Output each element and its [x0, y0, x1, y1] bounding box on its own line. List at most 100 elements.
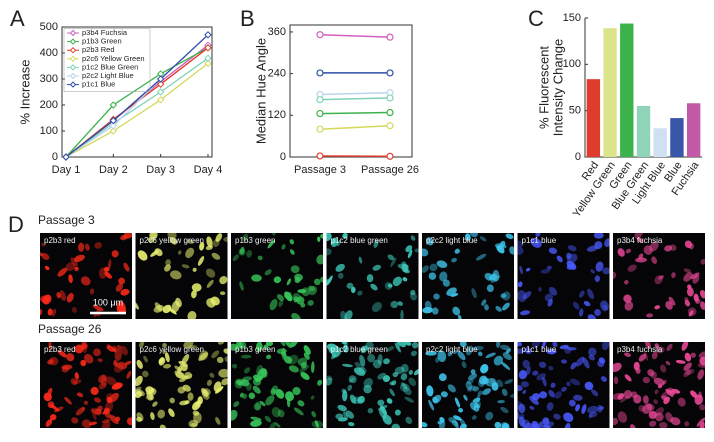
bar: [636, 106, 651, 157]
cell: [446, 287, 457, 297]
cell: [290, 265, 300, 274]
cell: [643, 245, 653, 255]
cell: [403, 268, 410, 274]
cell: [566, 381, 571, 387]
cell: [372, 359, 382, 369]
cell: [426, 385, 434, 397]
cell: [461, 361, 467, 369]
cell: [453, 415, 462, 421]
cell: [494, 421, 502, 428]
cells: [135, 233, 228, 319]
cell: [408, 377, 417, 387]
cell: [377, 399, 385, 406]
cell: [256, 342, 263, 352]
cell: [211, 350, 220, 359]
cell: [163, 363, 172, 369]
cell: [517, 385, 523, 392]
cell: [242, 233, 249, 242]
image-label: p2b3 red: [44, 236, 76, 245]
cell: [277, 294, 284, 302]
cell: [500, 293, 507, 298]
cell: [485, 352, 496, 358]
cell: [359, 354, 366, 367]
cell: [510, 393, 514, 398]
cell: [496, 342, 501, 348]
cell: [190, 422, 198, 427]
cell: [199, 241, 205, 251]
cell: [588, 414, 593, 419]
cell: [660, 391, 669, 399]
cell: [665, 389, 674, 397]
point: [316, 69, 324, 77]
cell: [402, 387, 412, 396]
cell: [635, 257, 647, 263]
cell: [411, 342, 419, 349]
cell: [248, 392, 256, 400]
cell: [459, 342, 467, 348]
legend-label: p1c2 Blue Green: [82, 62, 138, 71]
cell: [98, 374, 107, 384]
cell: [386, 398, 393, 404]
point: [156, 96, 165, 104]
cell: [215, 417, 221, 425]
cell: [588, 354, 595, 361]
plot-frame: [61, 26, 213, 158]
cell: [175, 371, 185, 379]
cell: [336, 239, 342, 247]
point: [316, 152, 324, 160]
cell: [653, 377, 665, 386]
cell: [472, 345, 484, 351]
cell: [343, 411, 348, 420]
cell: [78, 242, 85, 252]
cell: [471, 288, 477, 299]
cell: [174, 365, 182, 372]
cell: [582, 357, 590, 369]
cell: [404, 396, 414, 403]
micrograph: [326, 233, 419, 319]
cell: [177, 386, 186, 394]
cell: [273, 276, 282, 284]
cell: [254, 401, 262, 411]
cell: [123, 233, 132, 239]
cell: [413, 369, 419, 376]
cell: [303, 345, 311, 355]
cell: [179, 400, 189, 406]
cell: [246, 250, 253, 258]
cell: [633, 394, 642, 404]
y-tick-label: 120: [268, 109, 286, 121]
cell: [292, 293, 302, 302]
cell: [395, 342, 401, 348]
cell: [477, 390, 484, 396]
cell: [619, 395, 630, 403]
cell: [285, 294, 292, 302]
y-tick-label: 400: [40, 47, 58, 59]
cell: [542, 342, 547, 349]
cell: [192, 267, 197, 272]
cell: [109, 414, 119, 425]
cell: [197, 396, 203, 405]
cell: [94, 397, 102, 403]
row-title: Passage 26: [38, 322, 102, 336]
cell: [458, 408, 464, 413]
series-line: [65, 34, 209, 158]
cell: [517, 342, 522, 347]
cell: [300, 362, 307, 369]
cell: [90, 386, 99, 396]
cell: [280, 342, 286, 347]
cell: [671, 272, 676, 278]
cell: [525, 267, 531, 272]
micrograph: [326, 342, 419, 428]
cell: [683, 272, 693, 282]
cell: [437, 350, 447, 363]
point: [204, 54, 212, 62]
cell: [344, 310, 353, 319]
image-label: p3b4 fuchsia: [617, 236, 663, 245]
cell: [617, 411, 628, 423]
image-bg: [231, 233, 323, 319]
cell: [700, 259, 705, 265]
cell: [665, 360, 671, 366]
cell: [168, 307, 177, 315]
cell: [535, 233, 541, 237]
cell: [440, 391, 448, 398]
cell: [624, 352, 631, 357]
